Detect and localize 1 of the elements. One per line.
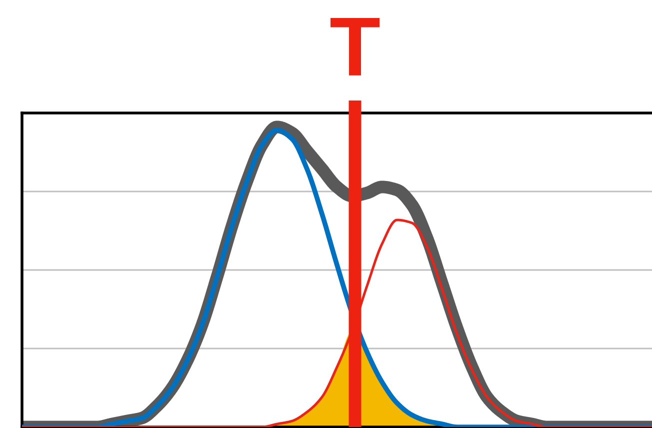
text: T — [330, 18, 380, 76]
